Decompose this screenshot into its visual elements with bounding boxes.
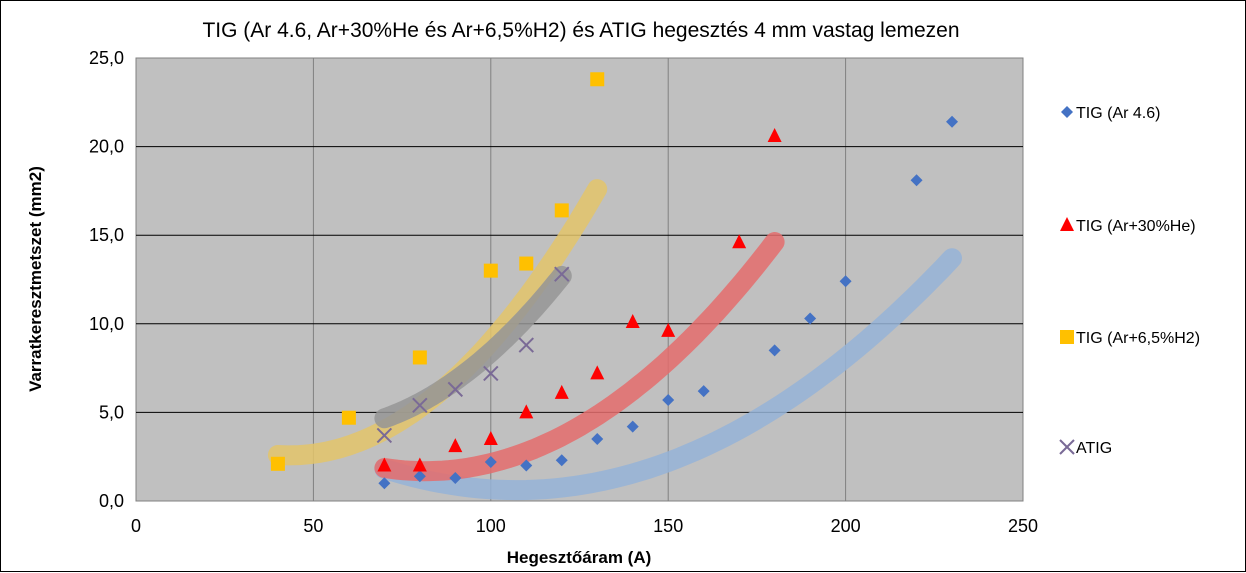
data-point-square	[270, 456, 285, 471]
trendline	[374, 232, 785, 482]
x-tick-label: 50	[303, 516, 323, 536]
data-point-x	[518, 337, 534, 353]
legend-marker-x	[1059, 439, 1075, 455]
y-tick-label: 20,0	[89, 137, 124, 157]
legend: TIG (Ar 4.6) TIG (Ar+30%He) TIG (Ar+6,5%H2…	[1059, 105, 1200, 457]
legend-marker-square	[1060, 330, 1074, 344]
data-point-diamond	[555, 454, 568, 467]
data-point-diamond	[768, 344, 781, 357]
trendlines	[267, 179, 962, 501]
data-point-diamond	[413, 470, 426, 483]
y-tick-label: 15,0	[89, 225, 124, 245]
data-point-diamond	[449, 471, 462, 484]
data-point-diamond	[946, 115, 959, 128]
data-point-triangle	[448, 438, 463, 453]
data-point-triangle	[554, 384, 569, 399]
x-marker-stroke	[1059, 439, 1075, 455]
legend-marker-diamond	[1061, 106, 1073, 118]
data-point-triangle	[519, 404, 534, 419]
data-point-diamond	[626, 420, 639, 433]
data-point-x	[483, 365, 499, 382]
data-point-diamond	[484, 456, 497, 469]
x-marker-stroke	[518, 337, 534, 353]
data-point-triangle	[661, 322, 676, 337]
data-point-square	[483, 263, 498, 278]
x-axis-label: Hegesztőáram (A)	[507, 548, 652, 567]
data-point-x	[554, 266, 570, 282]
data-point-square	[519, 256, 534, 271]
legend-entry-label: TIG (Ar+6,5%H2)	[1076, 330, 1200, 347]
legend-entry-label: TIG (Ar+30%He)	[1076, 218, 1196, 235]
data-point-diamond	[910, 174, 923, 187]
legend-entry-label: ATIG	[1076, 440, 1112, 457]
data-point-square	[554, 203, 569, 218]
y-tick-label: 0,0	[99, 491, 124, 511]
data-point-triangle	[377, 457, 392, 472]
data-point-triangle	[483, 430, 498, 445]
data-points	[270, 72, 959, 490]
data-point-triangle	[625, 314, 640, 329]
x-tick-label: 250	[1008, 516, 1038, 536]
x-marker-stroke	[554, 266, 570, 282]
data-point-triangle	[412, 457, 427, 472]
data-point-diamond	[804, 312, 817, 325]
x-tick-label: 100	[476, 516, 506, 536]
chart-title: TIG (Ar 4.6, Ar+30%He és Ar+6,5%H2) és A…	[202, 19, 959, 42]
y-tick-label: 25,0	[89, 48, 124, 68]
trendline	[374, 248, 962, 501]
data-point-square	[341, 410, 356, 425]
data-point-diamond	[697, 385, 710, 398]
data-point-triangle	[590, 365, 605, 380]
legend-marker-triangle	[1060, 217, 1074, 231]
x-marker-stroke	[376, 427, 393, 444]
legend-entry-label: TIG (Ar 4.6)	[1076, 105, 1160, 122]
y-tick-label: 5,0	[99, 402, 124, 422]
data-point-triangle	[732, 234, 747, 249]
tick-labels: 0 50 100 150 200 250 0,0 5,0 10,0 15,0 20,0 25,0	[89, 48, 1038, 536]
x-tick-label: 0	[131, 516, 141, 536]
x-marker-stroke	[483, 365, 499, 382]
x-tick-label: 200	[831, 516, 861, 536]
data-point-triangle	[767, 127, 782, 142]
data-point-x	[412, 397, 428, 414]
y-axis-label: Varratkeresztmetszet (mm2)	[26, 166, 45, 392]
data-point-diamond	[662, 393, 675, 406]
x-tick-label: 150	[653, 516, 683, 536]
data-point-x	[447, 381, 464, 398]
data-point-x	[376, 427, 393, 444]
y-tick-label: 10,0	[89, 314, 124, 334]
x-marker-stroke	[412, 397, 428, 414]
trendline	[374, 265, 572, 429]
data-point-diamond	[378, 477, 391, 490]
x-marker-stroke	[447, 381, 464, 398]
data-point-diamond	[591, 432, 604, 445]
data-point-square	[590, 72, 605, 87]
data-point-square	[412, 350, 427, 365]
data-point-diamond	[520, 459, 533, 472]
data-point-diamond	[839, 275, 852, 288]
